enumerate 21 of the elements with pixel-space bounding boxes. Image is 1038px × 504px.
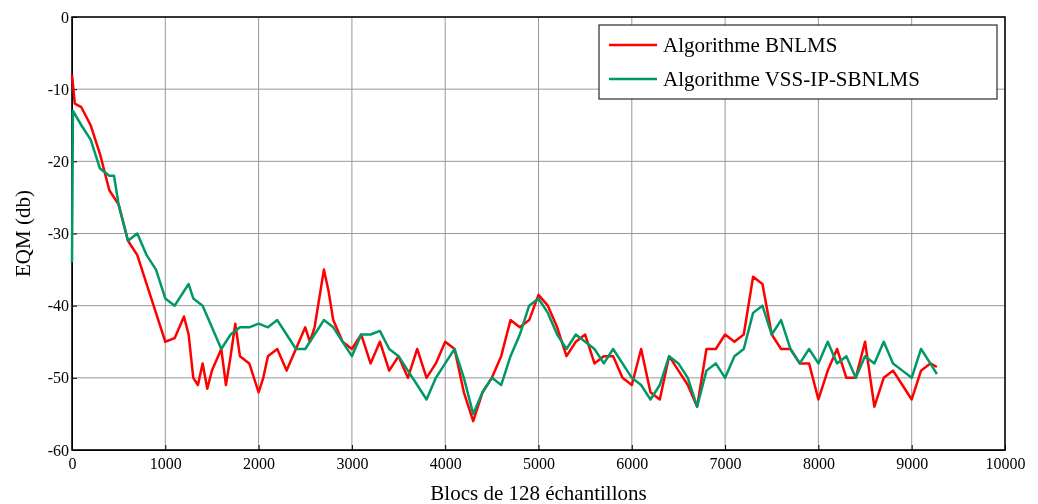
x-tick-label: 5000 xyxy=(523,455,555,472)
y-tick-label: 0 xyxy=(61,8,69,26)
x-tick-label: 4000 xyxy=(429,455,462,472)
y-tick-label: -20 xyxy=(47,152,69,170)
legend-label: Algorithme VSS-IP-SBNLMS xyxy=(663,67,920,91)
legend-label: Algorithme BNLMS xyxy=(663,33,838,57)
y-tick-label: -50 xyxy=(47,369,69,387)
x-tick-label: 10000 xyxy=(985,455,1026,472)
x-tick-label: 6000 xyxy=(616,455,649,472)
x-tick-label: 3000 xyxy=(336,455,369,472)
y-tick-label: -30 xyxy=(47,225,69,243)
y-axis-title: EQM (db) xyxy=(11,190,35,277)
y-tick-label: -10 xyxy=(47,80,69,98)
x-tick-label: 8000 xyxy=(802,455,835,472)
y-tick-label: -60 xyxy=(47,441,69,459)
y-tick-label: -40 xyxy=(47,297,69,315)
x-tick-label: 7000 xyxy=(709,455,742,472)
x-tick-label: 1000 xyxy=(149,455,182,472)
x-tick-label: 2000 xyxy=(243,455,276,472)
x-tick-label: 9000 xyxy=(896,455,929,472)
x-axis-title: Blocs de 128 échantillons xyxy=(430,481,647,504)
